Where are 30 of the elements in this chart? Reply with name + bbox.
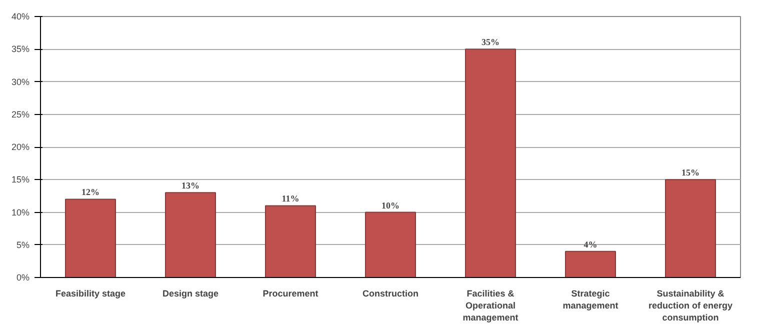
y-tick-label: 30% bbox=[11, 76, 30, 87]
bar bbox=[665, 179, 716, 278]
bar bbox=[265, 205, 316, 278]
bar bbox=[165, 192, 216, 278]
data-label: 10% bbox=[382, 200, 400, 210]
y-tick-label: 0% bbox=[16, 272, 30, 282]
data-label: 11% bbox=[282, 194, 300, 204]
bar bbox=[65, 198, 116, 278]
bar bbox=[365, 212, 416, 278]
data-label: 13% bbox=[182, 180, 200, 191]
x-tick-label: Feasibility stage bbox=[55, 288, 126, 298]
data-label: 35% bbox=[482, 37, 500, 48]
bar bbox=[465, 48, 516, 278]
data-label: 4% bbox=[584, 239, 598, 250]
y-tick-label: 40% bbox=[11, 12, 30, 22]
y-tick-label: 10% bbox=[11, 207, 30, 218]
x-tick-label: Facilities & Operational management bbox=[462, 288, 518, 322]
x-tick-label: Construction bbox=[362, 288, 418, 298]
x-tick-label: Strategic management bbox=[562, 288, 618, 310]
y-tick-label: 35% bbox=[11, 44, 30, 54]
x-tick-label: Procurement bbox=[262, 288, 318, 298]
y-tick-label: 25% bbox=[11, 109, 30, 120]
x-tick-label: Design stage bbox=[162, 288, 219, 298]
x-tick-label: Sustainability & reduction of energy consumption bbox=[648, 288, 733, 322]
bar bbox=[565, 250, 616, 278]
y-tick-label: 15% bbox=[11, 174, 30, 185]
y-tick-label: 20% bbox=[11, 142, 30, 152]
data-label: 15% bbox=[682, 168, 700, 178]
data-label: 12% bbox=[82, 187, 100, 198]
y-tick-label: 5% bbox=[16, 240, 30, 250]
